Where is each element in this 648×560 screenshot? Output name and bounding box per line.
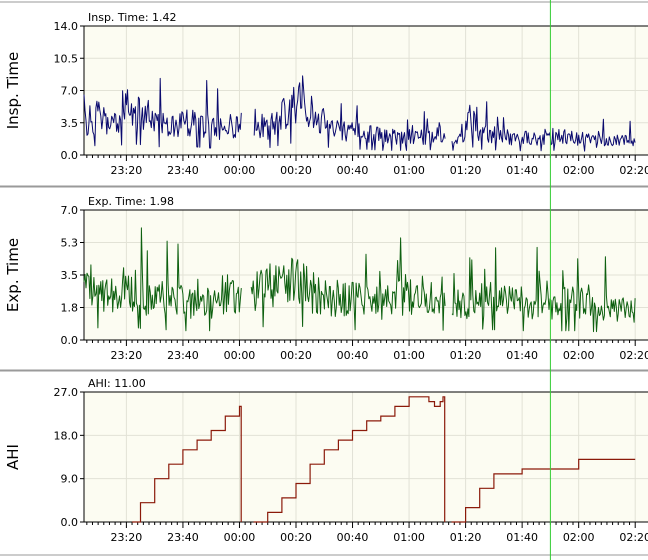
x-tick-label: 01:20 xyxy=(450,349,482,362)
x-tick-label: 00:40 xyxy=(337,164,369,177)
x-tick-label: 01:40 xyxy=(506,531,538,544)
x-tick-label: 02:00 xyxy=(563,164,595,177)
x-tick-label: 23:20 xyxy=(111,349,143,362)
x-tick-label: 00:20 xyxy=(280,531,312,544)
y-tick-label: 18.0 xyxy=(54,429,79,442)
x-tick-label: 23:20 xyxy=(111,164,143,177)
cursor-readout: Exp. Time: 1.98 xyxy=(88,195,174,208)
series-line xyxy=(451,458,636,523)
x-tick-label: 01:00 xyxy=(393,164,425,177)
y-tick-label: 3.5 xyxy=(61,269,79,282)
plot-area[interactable] xyxy=(84,392,648,522)
series-line xyxy=(83,227,636,333)
x-tick-label: 01:20 xyxy=(450,164,482,177)
y-tick-label: 0.0 xyxy=(61,334,79,347)
y-tick-label: 9.0 xyxy=(61,473,79,486)
x-tick-label: 00:00 xyxy=(224,349,256,362)
x-tick-label: 00:00 xyxy=(224,164,256,177)
x-tick-label: 01:40 xyxy=(506,349,538,362)
x-tick-label: 00:40 xyxy=(337,349,369,362)
x-tick-label: 00:00 xyxy=(224,531,256,544)
series-line xyxy=(83,75,636,152)
y-tick-label: 1.8 xyxy=(61,302,79,315)
cursor-readout: Insp. Time: 1.42 xyxy=(88,11,177,24)
x-tick-label: 00:40 xyxy=(337,531,369,544)
x-tick-label: 01:00 xyxy=(393,531,425,544)
y-tick-label: 14.0 xyxy=(54,20,79,33)
x-tick-label: 02:20 xyxy=(619,349,648,362)
x-tick-label: 23:20 xyxy=(111,531,143,544)
y-tick-label: 3.5 xyxy=(61,117,79,130)
y-axis-label: Exp. Time xyxy=(4,238,22,312)
x-tick-label: 02:00 xyxy=(563,531,595,544)
x-tick-label: 23:40 xyxy=(167,531,199,544)
x-tick-label: 01:20 xyxy=(450,531,482,544)
y-tick-label: 5.3 xyxy=(61,237,79,250)
y-tick-label: 27.0 xyxy=(54,386,79,399)
x-tick-label: 23:40 xyxy=(167,349,199,362)
cursor-readout: AHI: 11.00 xyxy=(88,377,146,390)
x-tick-label: 02:00 xyxy=(563,349,595,362)
series-line xyxy=(132,405,242,523)
x-tick-label: 01:40 xyxy=(506,164,538,177)
y-axis-label: Insp. Time xyxy=(4,52,22,130)
x-tick-label: 01:00 xyxy=(393,349,425,362)
series-line xyxy=(253,396,446,523)
x-tick-label: 02:20 xyxy=(619,164,648,177)
x-tick-label: 00:20 xyxy=(280,349,312,362)
y-tick-label: 7.0 xyxy=(61,204,79,217)
y-tick-label: 10.5 xyxy=(54,52,79,65)
y-tick-label: 0.0 xyxy=(61,516,79,529)
x-tick-label: 02:20 xyxy=(619,531,648,544)
x-tick-label: 00:20 xyxy=(280,164,312,177)
y-axis-label: AHI xyxy=(4,444,22,470)
y-tick-label: 0.0 xyxy=(61,149,79,162)
x-tick-label: 23:40 xyxy=(167,164,199,177)
y-tick-label: 7.0 xyxy=(61,85,79,98)
